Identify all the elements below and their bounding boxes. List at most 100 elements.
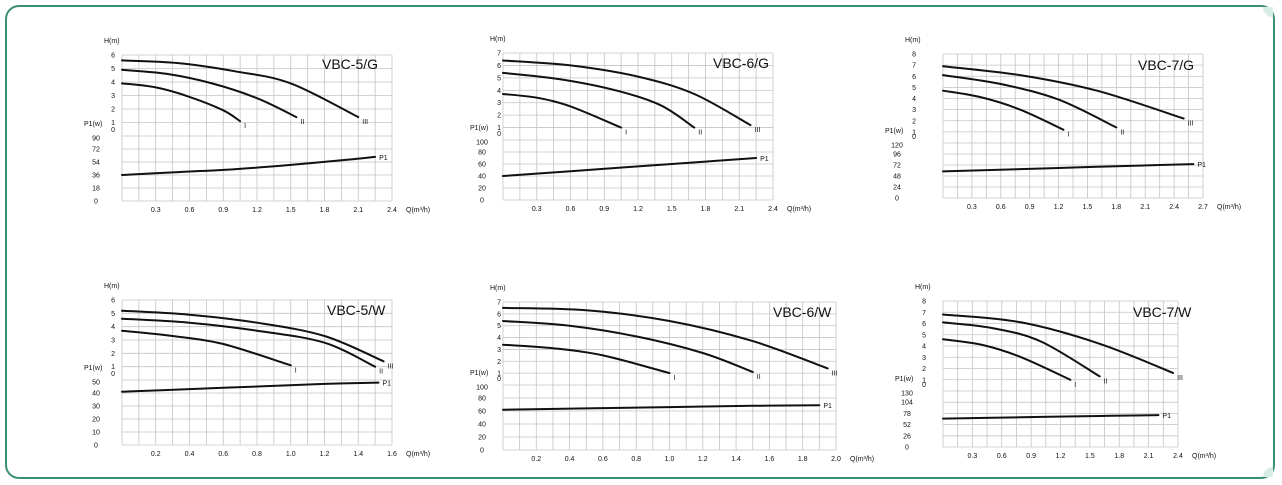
power-curve-label: P1 xyxy=(823,403,832,410)
p-axis-label: P1(w) xyxy=(895,376,913,383)
p-tick-label: 40 xyxy=(478,422,486,429)
h-tick-label: 2 xyxy=(912,118,916,125)
h-axis-label: H(m) xyxy=(905,37,921,44)
q-tick-label: 0.6 xyxy=(996,204,1006,211)
head-curve-i xyxy=(502,343,671,375)
chart-title: VBC-5/G xyxy=(322,56,378,72)
q-axis-label: Q(m³/h) xyxy=(406,207,430,214)
q-tick-label: 0.9 xyxy=(1025,204,1035,211)
curve-label: III xyxy=(388,363,394,370)
head-curve-ii xyxy=(942,74,1118,129)
h-tick-label: 8 xyxy=(922,299,926,306)
h-tick-label: 4 xyxy=(111,324,115,331)
chart-vbc-7-w: VBC-7/WH(m)P1(w)Q(m³/h)87654321013010478… xyxy=(895,284,1216,460)
h-tick-label: 6 xyxy=(912,74,916,81)
chart-title: VBC-6/W xyxy=(773,304,832,320)
power-curve-label: P1 xyxy=(379,155,388,162)
power-curve-p1 xyxy=(942,163,1195,173)
q-tick-label: 1.5 xyxy=(1083,204,1093,211)
q-tick-label: 2.1 xyxy=(353,207,363,214)
p-tick-label: 72 xyxy=(893,163,901,170)
grid xyxy=(121,54,393,202)
p-tick-label: 36 xyxy=(92,173,100,180)
chart-title: VBC-6/G xyxy=(713,55,769,71)
q-tick-label: 2.4 xyxy=(768,206,778,213)
q-tick-label: 2.4 xyxy=(1169,204,1179,211)
h-tick-label: 0 xyxy=(912,134,916,141)
h-tick-label: 5 xyxy=(497,75,501,82)
head-curve-i xyxy=(942,338,1072,381)
p-tick-label: 20 xyxy=(478,435,486,442)
power-curve-p1 xyxy=(502,157,758,177)
h-tick-label: 4 xyxy=(497,335,501,342)
p-tick-label: 0 xyxy=(905,445,909,452)
h-tick-label: 2 xyxy=(111,107,115,114)
grid xyxy=(942,300,1179,448)
chart-title: VBC-5/W xyxy=(327,302,386,318)
h-axis-label: H(m) xyxy=(104,283,120,290)
h-tick-label: 2 xyxy=(922,366,926,373)
head-curve-iii xyxy=(502,306,829,370)
curve-label: I xyxy=(625,130,627,137)
q-tick-label: 1.4 xyxy=(731,456,741,463)
p-tick-label: 130 xyxy=(901,391,913,398)
curve-label: III xyxy=(832,370,838,377)
q-tick-label: 1.2 xyxy=(633,206,643,213)
p-axis-label: P1(w) xyxy=(470,370,488,377)
h-tick-label: 3 xyxy=(912,107,916,114)
p-tick-label: 120 xyxy=(891,143,903,150)
h-axis-label: H(m) xyxy=(104,38,120,45)
curve-label: III xyxy=(362,119,368,126)
p-tick-label: 40 xyxy=(92,391,100,398)
h-tick-label: 0 xyxy=(111,127,115,134)
curve-label: II xyxy=(300,119,304,126)
power-curve-p1 xyxy=(942,414,1160,420)
h-tick-label: 0 xyxy=(497,376,501,383)
chart-title: VBC-7/G xyxy=(1138,57,1194,73)
p-tick-label: 0 xyxy=(480,198,484,205)
power-curve-p1 xyxy=(121,381,380,393)
head-curve-ii xyxy=(502,320,754,373)
curve-label: I xyxy=(1067,132,1069,139)
power-curve-label: P1 xyxy=(760,156,769,163)
h-tick-label: 1 xyxy=(111,120,115,127)
head-curve-iii xyxy=(942,313,1175,374)
h-tick-label: 5 xyxy=(111,66,115,73)
q-tick-label: 1.8 xyxy=(701,206,711,213)
curve-label: I xyxy=(295,367,297,374)
head-curve-i xyxy=(121,82,242,123)
h-tick-label: 5 xyxy=(912,85,916,92)
p-tick-label: 26 xyxy=(903,433,911,440)
q-tick-label: 0.6 xyxy=(218,451,228,458)
q-tick-label: 0.4 xyxy=(185,451,195,458)
p-tick-label: 96 xyxy=(893,152,901,159)
curve-label: I xyxy=(674,375,676,382)
p-tick-label: 60 xyxy=(478,162,486,169)
grid xyxy=(942,53,1204,199)
p-tick-label: 0 xyxy=(94,443,98,450)
p-tick-label: 20 xyxy=(478,186,486,193)
h-tick-label: 3 xyxy=(497,347,501,354)
q-tick-label: 1.5 xyxy=(1085,453,1095,460)
curve-label: II xyxy=(1120,129,1124,136)
q-tick-label: 1.8 xyxy=(1114,453,1124,460)
q-tick-label: 0.6 xyxy=(566,206,576,213)
p-tick-label: 0 xyxy=(94,199,98,206)
h-tick-label: 4 xyxy=(497,88,501,95)
q-tick-label: 1.6 xyxy=(765,456,775,463)
p-tick-label: 100 xyxy=(476,385,488,392)
h-tick-label: 5 xyxy=(922,332,926,339)
p-tick-label: 40 xyxy=(478,174,486,181)
q-tick-label: 0.9 xyxy=(599,206,609,213)
h-tick-label: 0 xyxy=(497,131,501,138)
p-tick-label: 50 xyxy=(92,380,100,387)
q-axis-label: Q(m³/h) xyxy=(1217,204,1241,211)
head-curve-iii xyxy=(502,59,752,127)
chart-vbc-7-g: VBC-7/GH(m)P1(w)Q(m³/h)87654321012096724… xyxy=(885,37,1241,211)
curve-label: III xyxy=(1177,375,1183,382)
q-tick-label: 0.6 xyxy=(185,207,195,214)
h-tick-label: 4 xyxy=(111,80,115,87)
q-tick-label: 1.5 xyxy=(667,206,677,213)
q-axis-label: Q(m³/h) xyxy=(850,456,874,463)
chart-vbc-6-w: VBC-6/WH(m)P1(w)Q(m³/h)76543210100806040… xyxy=(470,285,874,463)
